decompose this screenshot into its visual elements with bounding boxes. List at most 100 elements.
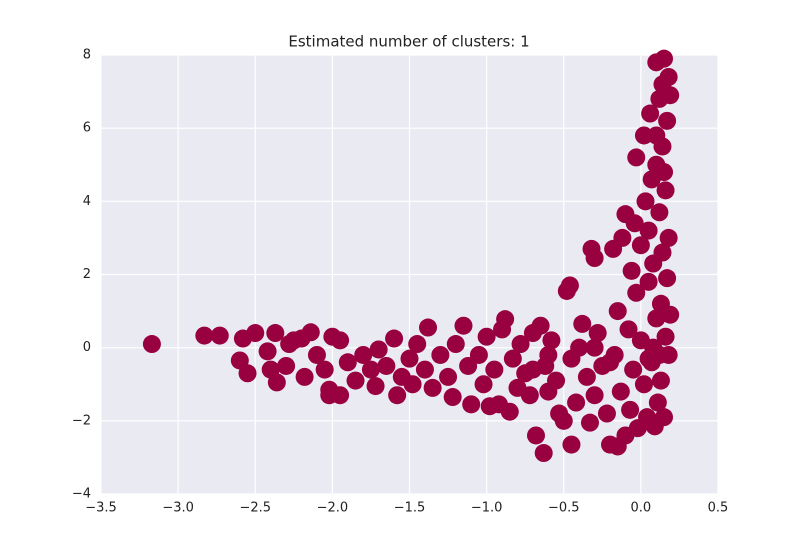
point bbox=[651, 371, 670, 390]
y-tick-label: 8 bbox=[83, 48, 91, 63]
point bbox=[622, 261, 641, 280]
point bbox=[658, 269, 677, 288]
point bbox=[554, 411, 573, 430]
point bbox=[608, 302, 627, 321]
point bbox=[647, 309, 666, 328]
point bbox=[500, 402, 519, 421]
y-tick-label: 6 bbox=[83, 121, 91, 136]
x-tick-label: −1.5 bbox=[394, 501, 426, 516]
point bbox=[648, 393, 667, 412]
point bbox=[655, 49, 674, 68]
point bbox=[295, 367, 314, 386]
point bbox=[315, 360, 334, 379]
point bbox=[462, 395, 481, 414]
point bbox=[485, 360, 504, 379]
point bbox=[534, 444, 553, 463]
point bbox=[408, 335, 427, 354]
point bbox=[361, 360, 380, 379]
point bbox=[653, 75, 672, 94]
point bbox=[301, 323, 320, 342]
point bbox=[653, 243, 672, 262]
point bbox=[627, 148, 646, 167]
point bbox=[585, 249, 604, 268]
y-tick-label: −4 bbox=[72, 487, 91, 502]
point bbox=[346, 371, 365, 390]
point bbox=[631, 236, 650, 255]
point bbox=[331, 331, 350, 350]
point bbox=[523, 360, 542, 379]
point bbox=[624, 360, 643, 379]
point bbox=[661, 305, 680, 324]
point bbox=[567, 393, 586, 412]
point bbox=[400, 349, 419, 368]
x-tick-label: 0.0 bbox=[631, 501, 652, 516]
point bbox=[246, 324, 265, 343]
point bbox=[619, 320, 638, 339]
point bbox=[647, 126, 666, 145]
point bbox=[526, 426, 545, 445]
x-tick-label: −1.0 bbox=[471, 501, 503, 516]
point bbox=[650, 203, 669, 222]
point bbox=[562, 435, 581, 454]
chart-title: Estimated number of clusters: 1 bbox=[288, 33, 529, 51]
x-tick-label: −3.5 bbox=[85, 501, 117, 516]
point bbox=[496, 310, 515, 329]
point bbox=[443, 388, 462, 407]
point bbox=[267, 373, 286, 392]
point bbox=[542, 331, 561, 350]
point bbox=[446, 335, 465, 354]
point bbox=[520, 386, 539, 405]
point bbox=[613, 228, 632, 247]
point bbox=[210, 326, 229, 345]
point bbox=[307, 345, 326, 364]
point bbox=[388, 386, 407, 405]
point bbox=[560, 276, 579, 295]
y-tick-label: 2 bbox=[83, 267, 91, 282]
point bbox=[597, 404, 616, 423]
point bbox=[655, 163, 674, 182]
point bbox=[439, 367, 458, 386]
point bbox=[539, 345, 558, 364]
point bbox=[142, 335, 161, 354]
point bbox=[238, 364, 257, 383]
point bbox=[639, 221, 658, 240]
point bbox=[459, 356, 478, 375]
point bbox=[366, 377, 385, 396]
point bbox=[656, 181, 675, 200]
point bbox=[627, 283, 646, 302]
x-tick-label: 0.5 bbox=[708, 501, 729, 516]
point bbox=[195, 326, 214, 345]
point bbox=[474, 375, 493, 394]
point bbox=[369, 340, 388, 359]
point bbox=[477, 327, 496, 346]
point bbox=[503, 349, 522, 368]
point bbox=[266, 324, 285, 343]
point bbox=[636, 192, 655, 211]
point bbox=[415, 360, 434, 379]
y-tick-label: 0 bbox=[83, 340, 91, 355]
point bbox=[655, 408, 674, 427]
point bbox=[573, 314, 592, 333]
x-tick-label: −0.5 bbox=[548, 501, 580, 516]
point bbox=[531, 316, 550, 335]
point bbox=[338, 353, 357, 372]
point bbox=[588, 324, 607, 343]
x-tick-label: −2.5 bbox=[239, 501, 271, 516]
point bbox=[277, 356, 296, 375]
point bbox=[547, 371, 566, 390]
point bbox=[469, 345, 488, 364]
point bbox=[639, 272, 658, 291]
x-tick-label: −2.0 bbox=[317, 501, 349, 516]
point bbox=[354, 345, 373, 364]
point bbox=[625, 214, 644, 233]
point bbox=[419, 318, 438, 337]
point bbox=[454, 316, 473, 335]
point bbox=[331, 386, 350, 405]
point bbox=[385, 329, 404, 348]
point bbox=[639, 349, 658, 368]
point bbox=[641, 104, 660, 123]
point bbox=[403, 375, 422, 394]
y-tick-label: −2 bbox=[72, 413, 91, 428]
point bbox=[634, 126, 653, 145]
point bbox=[656, 327, 675, 346]
